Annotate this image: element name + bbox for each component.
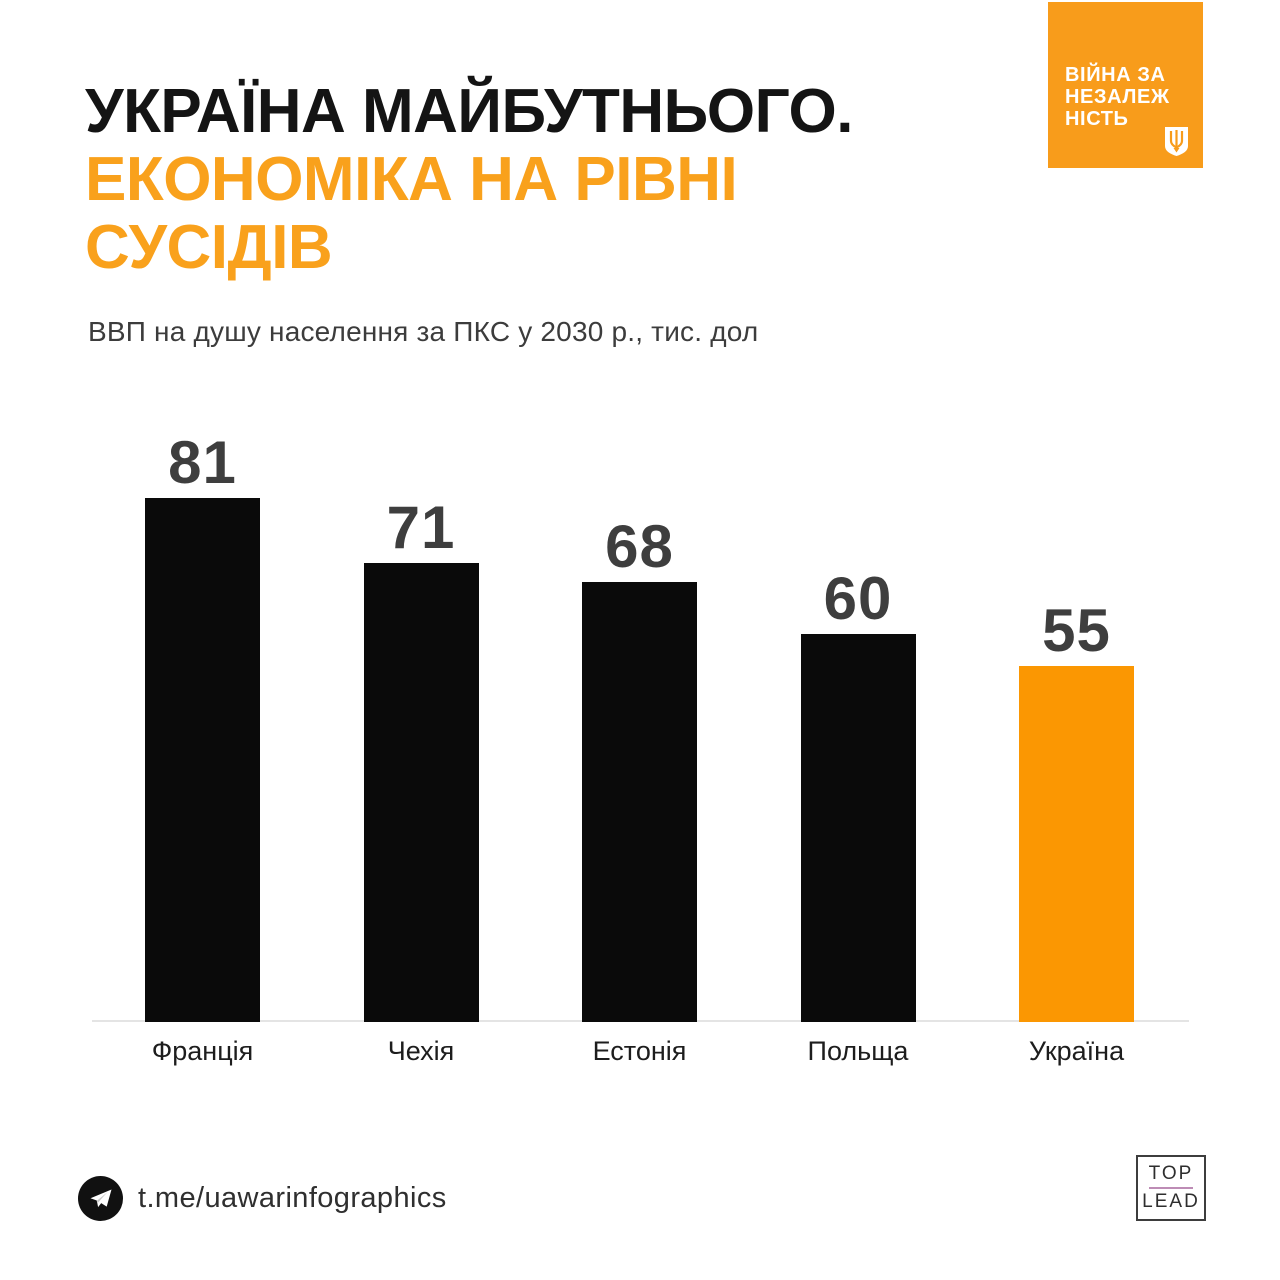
bar-ukraine	[1019, 666, 1134, 1022]
toplead-logo-top-text: TOP	[1148, 1163, 1194, 1184]
badge-text-line: ВІЙНА ЗА	[1065, 64, 1166, 86]
bar-group-estonia: 68	[582, 517, 697, 1022]
footer-telegram: t.me/uawarinfographics	[78, 1176, 447, 1221]
badge-text-line: НІСТЬ	[1065, 108, 1129, 130]
telegram-handle-link[interactable]: t.me/uawarinfographics	[138, 1182, 447, 1214]
x-label-estonia: Естонія	[592, 1036, 687, 1066]
toplead-logo-lead-text: LEAD	[1142, 1191, 1200, 1212]
x-label-poland: Польща	[807, 1036, 909, 1066]
chart-subtitle: ВВП на душу населення за ПКС у 2030 р., …	[88, 316, 759, 347]
bar-group-ukraine: 55	[1019, 601, 1134, 1022]
x-label-czechia: Чехія	[387, 1036, 455, 1066]
bar-group-poland: 60	[800, 565, 916, 1022]
title-line-orange-1: ЕКОНОМІКА НА РІВНІ	[85, 145, 738, 214]
bar-value-label: 55	[1042, 597, 1111, 664]
page-title: УКРАЇНА МАЙБУТНЬОГО. ЕКОНОМІКА НА РІВНІ …	[85, 78, 853, 282]
telegram-icon[interactable]	[78, 1176, 123, 1221]
x-label-france: Франція	[151, 1036, 254, 1066]
toplead-logo-divider	[1149, 1187, 1193, 1189]
bar-value-label: 68	[605, 513, 674, 580]
bar-group-czechia: 71	[363, 494, 479, 1022]
toplead-logo: TOP LEAD	[1136, 1155, 1206, 1221]
bar-value-label: 60	[823, 565, 893, 632]
badge-text-line: НЕЗАЛЕЖ	[1065, 86, 1170, 108]
war-for-independence-badge: ВІЙНА ЗА НЕЗАЛЕЖ НІСТЬ	[1048, 2, 1203, 168]
title-line-black: УКРАЇНА МАЙБУТНЬОГО.	[85, 77, 853, 146]
bar-poland	[800, 634, 916, 1022]
paper-plane-icon	[90, 1189, 111, 1207]
title-line-orange-2: СУСІДІВ	[85, 213, 333, 282]
x-label-ukraine: Україна	[1028, 1036, 1125, 1066]
bar-france	[145, 498, 260, 1022]
trident-icon	[1165, 127, 1188, 156]
bar-estonia	[582, 582, 697, 1022]
bar-czechia	[363, 563, 479, 1022]
bar-group-france: 81	[145, 433, 260, 1022]
bar-value-label: 71	[386, 494, 456, 561]
bar-value-label: 81	[168, 429, 237, 496]
